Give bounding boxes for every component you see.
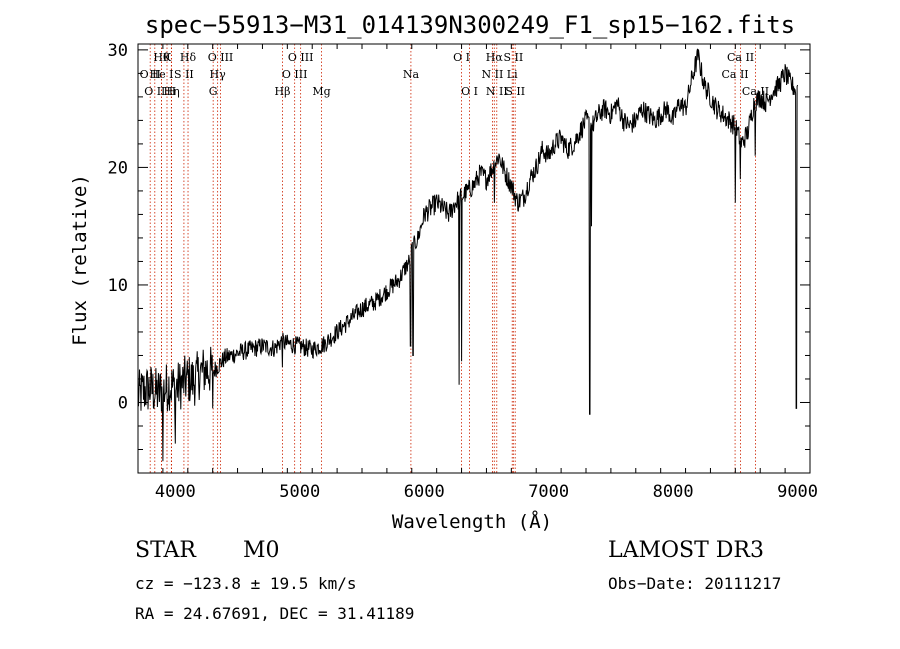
marker-label-16: Na	[403, 68, 420, 81]
flux-series	[138, 48, 799, 462]
marker-label-5: Hη	[164, 85, 180, 98]
marker-label-24: S II	[505, 85, 525, 98]
x-tick-label-2: 6000	[404, 482, 445, 502]
survey-name: LAMOST DR3	[608, 538, 764, 563]
marker-label-20: Hα	[486, 51, 504, 64]
spectral-class: STAR	[135, 538, 196, 563]
y-axis-ticks: 0 10 20 30	[108, 41, 810, 474]
x-tick-label-5: 9000	[777, 482, 818, 502]
marker-label-10: Hγ	[210, 68, 227, 81]
marker-label-21: N II	[486, 85, 508, 98]
marker-label-25: Ca II	[721, 68, 748, 81]
x-tick-label-4: 8000	[653, 482, 694, 502]
marker-label-17: O I	[453, 51, 470, 64]
spectral-subclass: M0	[243, 538, 280, 563]
plot-frame	[137, 43, 811, 474]
marker-label-23: S II	[503, 51, 523, 64]
x-tick-label-3: 7000	[528, 482, 569, 502]
marker-label-4: K	[163, 51, 172, 64]
x-tick-label-1: 5000	[279, 482, 320, 502]
x-axis-label: Wavelength (Å)	[392, 510, 552, 533]
marker-label-15: Mg	[312, 85, 330, 98]
y-tick-label-0: 0	[118, 393, 128, 413]
marker-label-6: H	[167, 85, 177, 98]
marker-label-12: Hβ	[275, 85, 291, 98]
marker-label-11: O III	[208, 51, 234, 64]
marker-label-14: O III	[288, 51, 314, 64]
coordinates: RA = 24.67691, DEC = 31.41189	[135, 604, 415, 623]
marker-label-8: Hδ	[180, 51, 197, 64]
marker-label-27: Ca II	[742, 85, 769, 98]
marker-label-2: Hθ	[153, 51, 170, 64]
marker-label-22: Li	[507, 68, 518, 81]
observation-date: Obs−Date: 20111217	[608, 574, 782, 593]
line-marker-labels: O II O II Hθ He I K HηH S II Hδ G Hγ O III Hβ O III O…	[140, 51, 769, 98]
marker-label-9: G	[209, 85, 218, 98]
redshift-cz: cz = −123.8 ± 19.5 km/s	[135, 574, 357, 593]
flux-line	[138, 48, 799, 462]
marker-label-7: S II	[174, 68, 194, 81]
marker-label-18: O I	[461, 85, 478, 98]
marker-label-26: Ca II	[727, 51, 754, 64]
marker-label-13: O III	[282, 68, 308, 81]
y-tick-label-3: 30	[108, 41, 128, 61]
line-markers	[149, 44, 756, 473]
marker-label-3: He I	[150, 68, 174, 81]
y-tick-label-2: 20	[108, 158, 128, 178]
x-axis-ticks: 4000 5000 6000 7000 8000 9000	[137, 44, 818, 502]
marker-label-0: O II	[140, 68, 161, 81]
chart-title: spec−55913−M31_014139N300249_F1_sp15−162…	[145, 11, 795, 39]
y-axis-label: Flux (relative)	[69, 174, 91, 346]
marker-label-1: O II	[144, 85, 165, 98]
y-tick-label-1: 10	[108, 276, 128, 296]
x-tick-label-0: 4000	[155, 482, 196, 502]
marker-label-19: N II	[482, 68, 504, 81]
